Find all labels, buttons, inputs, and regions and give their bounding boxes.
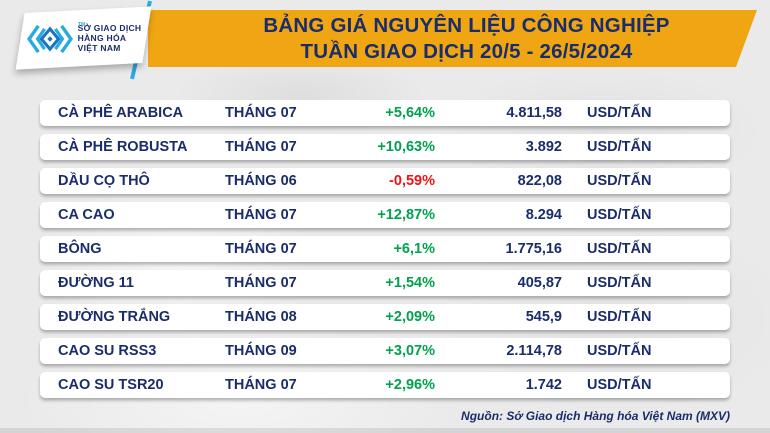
price-unit: USD/TẤN bbox=[587, 173, 652, 189]
price-unit: USD/TẤN bbox=[587, 343, 652, 359]
page-title: BẢNG GIÁ NGUYÊN LIỆU CÔNG NGHIỆP bbox=[263, 13, 670, 37]
price-value: 8.294 bbox=[525, 207, 562, 223]
price-value: 3.892 bbox=[525, 139, 562, 155]
mxv-diamond-icon bbox=[26, 24, 73, 54]
price-value: 2.114,78 bbox=[506, 343, 562, 359]
weekly-change: +10,63% bbox=[377, 139, 435, 155]
commodity-name: ĐƯỜNG 11 bbox=[58, 275, 134, 291]
commodity-name: CÀ PHÊ ARABICA bbox=[58, 105, 184, 121]
price-unit: USD/TẤN bbox=[587, 241, 652, 257]
table-row-robusta: CÀ PHÊ ROBUSTA THÁNG 07 +10,63% 3.892 US… bbox=[40, 134, 730, 160]
table-row-palm-oil: DẦU CỌ THÔ THÁNG 06 -0,59% 822,08 USD/TẤ… bbox=[40, 168, 730, 194]
commodity-name: BÔNG bbox=[58, 241, 102, 257]
price-value: 405,87 bbox=[517, 275, 562, 291]
contract-month: THÁNG 06 bbox=[225, 173, 297, 189]
price-unit: USD/TẤN bbox=[587, 139, 652, 155]
weekly-change: +1,54% bbox=[385, 275, 435, 291]
commodity-name: CAO SU TSR20 bbox=[58, 377, 164, 393]
price-table: CÀ PHÊ ARABICA THÁNG 07 +5,64% 4.811,58 … bbox=[40, 100, 730, 406]
weekly-change: +12,87% bbox=[377, 207, 435, 223]
price-value: 822,08 bbox=[517, 173, 562, 189]
contract-month: THÁNG 08 bbox=[225, 309, 297, 325]
weekly-change: -0,59% bbox=[389, 173, 435, 189]
logo-line-2: HÀNG HÓA bbox=[77, 33, 127, 43]
commodity-name: CÀ PHÊ ROBUSTA bbox=[58, 139, 188, 155]
table-row-white-sugar: ĐƯỜNG TRẮNG THÁNG 08 +2,09% 545,9 USD/TẤ… bbox=[40, 304, 730, 330]
table-row-cocoa: CA CAO THÁNG 07 +12,87% 8.294 USD/TẤN bbox=[40, 202, 730, 228]
price-unit: USD/TẤN bbox=[587, 377, 652, 393]
table-row-cotton: BÔNG THÁNG 07 +6,1% 1.775,16 USD/TẤN bbox=[40, 236, 730, 262]
contract-month: THÁNG 07 bbox=[225, 241, 297, 257]
mxv-logo: TM SỞ GIAO DỊCH HÀNG HÓA VIỆT NAM bbox=[20, 10, 147, 66]
logo-line-3: VIỆT NAM bbox=[77, 43, 121, 53]
table-row-sugar-11: ĐƯỜNG 11 THÁNG 07 +1,54% 405,87 USD/TẤN bbox=[40, 270, 730, 296]
weekly-change: +2,96% bbox=[385, 377, 435, 393]
table-row-rubber-rss3: CAO SU RSS3 THÁNG 09 +3,07% 2.114,78 USD… bbox=[40, 338, 730, 364]
commodity-name: DẦU CỌ THÔ bbox=[58, 173, 150, 189]
contract-month: THÁNG 07 bbox=[225, 377, 297, 393]
contract-month: THÁNG 07 bbox=[225, 105, 297, 121]
contract-month: THÁNG 07 bbox=[225, 275, 297, 291]
weekly-change: +6,1% bbox=[393, 241, 435, 257]
page-subtitle: TUẦN GIAO DỊCH 20/5 - 26/5/2024 bbox=[300, 39, 633, 63]
price-unit: USD/TẤN bbox=[587, 309, 652, 325]
price-unit: USD/TẤN bbox=[587, 275, 652, 291]
contract-month: THÁNG 07 bbox=[225, 207, 297, 223]
price-unit: USD/TẤN bbox=[587, 105, 652, 121]
trademark-mark: TM bbox=[78, 22, 86, 28]
price-value: 545,9 bbox=[525, 309, 562, 325]
mxv-logo-plate: TM SỞ GIAO DỊCH HÀNG HÓA VIỆT NAM bbox=[20, 10, 147, 66]
weekly-change: +5,64% bbox=[385, 105, 435, 121]
table-row-arabica: CÀ PHÊ ARABICA THÁNG 07 +5,64% 4.811,58 … bbox=[40, 100, 730, 126]
contract-month: THÁNG 09 bbox=[225, 343, 297, 359]
logo-line-1: SỞ GIAO DỊCH bbox=[77, 23, 142, 33]
price-unit: USD/TẤN bbox=[587, 207, 652, 223]
commodity-name: ĐƯỜNG TRẮNG bbox=[58, 309, 171, 325]
commodity-name: CAO SU RSS3 bbox=[58, 343, 157, 359]
price-value: 1.775,16 bbox=[505, 241, 562, 257]
commodity-name: CA CAO bbox=[58, 207, 115, 223]
table-row-rubber-tsr20: CAO SU TSR20 THÁNG 07 +2,96% 1.742 USD/T… bbox=[40, 372, 730, 398]
bottom-shadow-edge bbox=[0, 428, 770, 433]
contract-month: THÁNG 07 bbox=[225, 139, 297, 155]
source-note: Nguồn: Sở Giao dịch Hàng hóa Việt Nam (M… bbox=[461, 409, 730, 423]
title-banner: BẢNG GIÁ NGUYÊN LIỆU CÔNG NGHIỆP TUẦN GI… bbox=[148, 10, 757, 67]
mxv-logo-text: SỞ GIAO DỊCH HÀNG HÓA VIỆT NAM bbox=[78, 23, 142, 53]
weekly-change: +3,07% bbox=[385, 343, 435, 359]
weekly-change: +2,09% bbox=[385, 309, 435, 325]
price-value: 4.811,58 bbox=[506, 105, 562, 121]
price-value: 1.742 bbox=[525, 377, 562, 393]
